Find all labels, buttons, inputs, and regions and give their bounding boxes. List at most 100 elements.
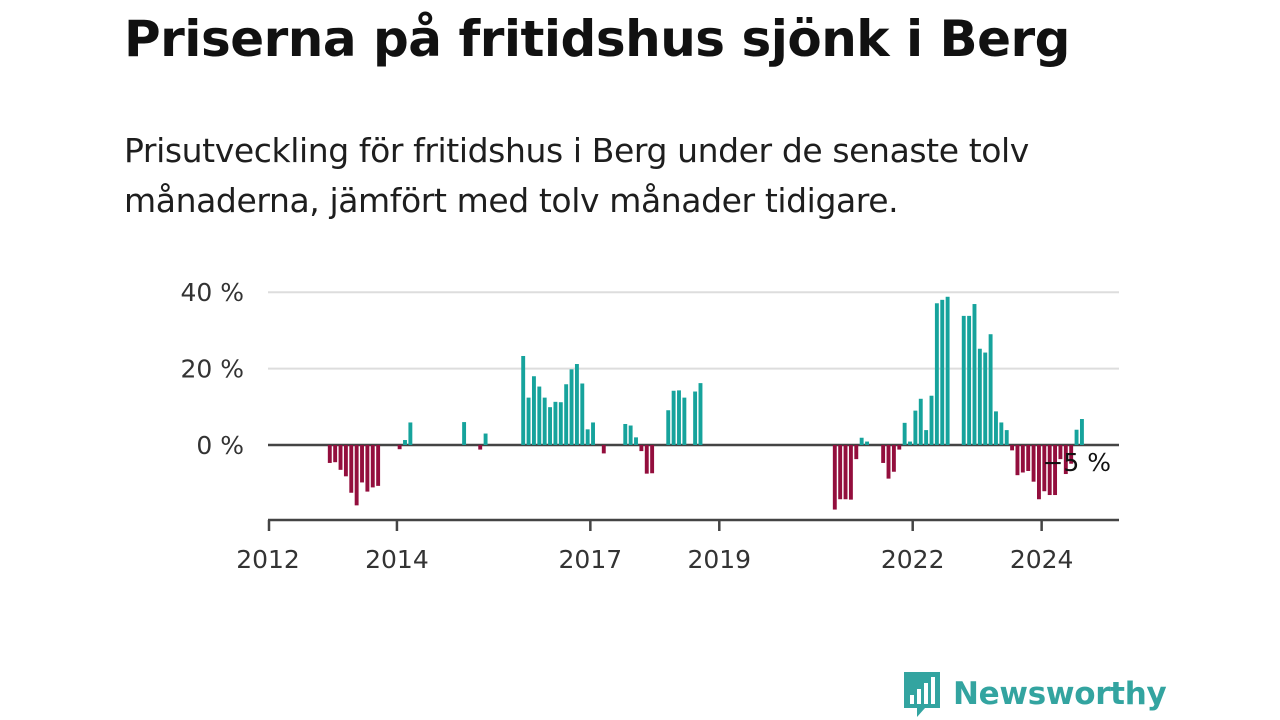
bar bbox=[843, 445, 848, 500]
bar bbox=[1004, 430, 1009, 445]
x-tick-label: 2022 bbox=[881, 545, 945, 574]
bar bbox=[585, 429, 590, 445]
bar bbox=[591, 422, 595, 445]
bar bbox=[521, 355, 526, 445]
bar bbox=[854, 445, 859, 460]
bar bbox=[462, 422, 467, 445]
bar bbox=[483, 433, 488, 445]
bar bbox=[558, 402, 563, 445]
bar bbox=[634, 437, 638, 445]
bar bbox=[360, 445, 364, 483]
bar bbox=[553, 401, 558, 445]
bar bbox=[574, 364, 579, 445]
bar bbox=[1026, 445, 1031, 471]
bar bbox=[403, 440, 407, 445]
bar bbox=[542, 397, 547, 445]
bar bbox=[1063, 445, 1068, 475]
x-tick-label: 2019 bbox=[687, 545, 751, 574]
page-subtitle: Prisutveckling för fritidshus i Berg und… bbox=[124, 131, 1029, 220]
bar bbox=[897, 445, 902, 450]
bar bbox=[1010, 445, 1015, 451]
bar bbox=[1079, 419, 1084, 445]
bar bbox=[865, 441, 869, 445]
bar bbox=[1069, 445, 1074, 464]
newsworthy-logo-icon bbox=[904, 672, 940, 717]
bar bbox=[354, 445, 359, 506]
bar bbox=[918, 398, 923, 445]
bar bbox=[1015, 445, 1020, 476]
bar bbox=[327, 445, 332, 463]
bar bbox=[832, 445, 837, 510]
bar bbox=[548, 407, 552, 445]
brand-logo[interactable]: Newsworthy bbox=[901, 668, 1167, 720]
bar bbox=[531, 376, 536, 445]
bar bbox=[564, 384, 569, 445]
bar bbox=[343, 445, 348, 477]
y-tick-label: 0 % bbox=[196, 431, 244, 460]
bar bbox=[961, 315, 966, 445]
bar bbox=[988, 334, 993, 445]
bar bbox=[913, 410, 918, 445]
bar bbox=[349, 445, 354, 493]
y-tick-label: 40 % bbox=[180, 278, 244, 307]
x-tick-label: 2017 bbox=[559, 545, 623, 574]
bar bbox=[397, 445, 402, 450]
bar bbox=[1042, 445, 1047, 492]
bar bbox=[650, 445, 655, 474]
bar bbox=[983, 352, 988, 445]
bar bbox=[999, 422, 1004, 445]
bar bbox=[666, 410, 671, 445]
bar bbox=[891, 445, 896, 472]
bar bbox=[881, 445, 886, 463]
bar bbox=[623, 423, 628, 445]
last-value-annotation: −5 % bbox=[1042, 448, 1111, 477]
bar bbox=[1020, 445, 1025, 473]
x-tick-label: 2014 bbox=[365, 545, 429, 574]
bar bbox=[994, 411, 998, 445]
bar bbox=[628, 425, 633, 445]
bar bbox=[934, 303, 939, 445]
bar bbox=[1037, 445, 1041, 500]
bar bbox=[644, 445, 649, 474]
bar bbox=[569, 369, 574, 445]
bar bbox=[376, 445, 381, 486]
bar bbox=[370, 445, 375, 488]
bar bbox=[537, 386, 542, 445]
page-title: Priserna på fritidshus sjönk i Berg bbox=[124, 10, 1070, 68]
bar bbox=[580, 383, 585, 445]
bar bbox=[972, 304, 977, 445]
bar bbox=[940, 299, 945, 445]
bar bbox=[1074, 429, 1079, 445]
bar bbox=[698, 383, 703, 445]
brand-name: Newsworthy bbox=[953, 676, 1167, 712]
bar bbox=[1053, 445, 1058, 496]
bar bbox=[639, 445, 644, 452]
bar bbox=[601, 445, 606, 454]
bar bbox=[924, 430, 929, 445]
bar bbox=[886, 445, 891, 479]
bar bbox=[1031, 445, 1036, 482]
bar bbox=[677, 390, 681, 445]
bar bbox=[838, 445, 843, 500]
bar bbox=[929, 395, 934, 445]
x-tick-label: 2012 bbox=[236, 545, 300, 574]
bar bbox=[848, 445, 853, 500]
bar bbox=[338, 445, 343, 470]
bar bbox=[682, 397, 687, 445]
bar bbox=[333, 445, 338, 463]
bar bbox=[908, 441, 912, 445]
bar bbox=[671, 390, 676, 445]
bar bbox=[365, 445, 370, 492]
bar bbox=[977, 348, 982, 445]
bar bbox=[1058, 445, 1063, 460]
bar bbox=[408, 422, 413, 445]
y-tick-label: 20 % bbox=[180, 355, 244, 384]
bar bbox=[967, 315, 972, 445]
bar bbox=[1047, 445, 1052, 496]
bar bbox=[945, 296, 950, 445]
bar bbox=[859, 437, 864, 445]
bar bbox=[902, 422, 907, 445]
bar bbox=[526, 397, 531, 445]
bar bbox=[478, 445, 483, 450]
